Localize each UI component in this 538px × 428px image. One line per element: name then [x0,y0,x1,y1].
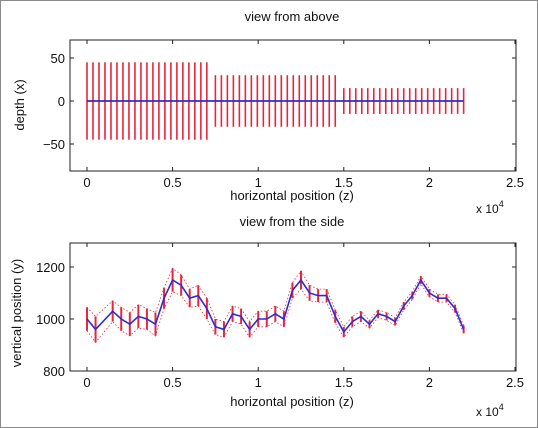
chart-bottom-xtick-label: 0.5 [164,375,182,390]
chart-bottom-xtick-label: 1 [255,375,262,390]
chart-top-xtick-label: 2 [426,175,433,190]
chart-bottom-title: view from the side [240,214,345,229]
chart-bottom-x-exponent: x 104 [476,402,504,419]
chart-top-xtick-label: 0.5 [164,175,182,190]
chart-top-x-exponent-base: x 10 [476,202,499,216]
chart-bottom-series [86,278,465,334]
chart-bottom-x-exponent-base: x 10 [476,405,499,419]
chart-top-ylabel: depth (x) [12,79,27,130]
chart-bottom-xtick-label: 2 [426,375,433,390]
chart-top-xtick-label: 2.5 [506,175,524,190]
chart-bottom-ticks: 0 0.5 1 1.5 2 2.5 1200 1000 800 [36,243,524,390]
chart-bottom-axes [69,242,517,372]
chart-bottom-ytick-label: 1200 [36,260,65,275]
chart-bottom-xtick-label: 2.5 [506,375,524,390]
chart-top-axes [69,39,517,172]
chart-bottom: view from the side horizontal position (… [9,214,524,419]
chart-top-x-exponent: x 104 [476,199,504,216]
chart-bottom-series-line [86,278,465,334]
chart-top: view from above horizontal position (z) … [12,9,524,216]
chart-bottom-errorbars [86,267,465,344]
chart-bottom-ytick-label: 1000 [36,312,65,327]
chart-bottom-x-exponent-power: 4 [499,402,504,412]
chart-top-x-exponent-power: 4 [499,199,504,209]
chart-top-xtick-label: 1.5 [335,175,353,190]
chart-top-ytick-label: 50 [51,51,65,66]
chart-bottom-upper-envelope [86,267,465,328]
chart-top-ticks: 0 0.5 1 1.5 2 2.5 50 0 −50 [43,40,524,190]
chart-top-xlabel: horizontal position (z) [230,188,354,203]
chart-top-ytick-label: −50 [43,137,65,152]
chart-bottom-ylabel: vertical position (y) [9,259,24,367]
chart-top-xtick-label: 1 [255,175,262,190]
chart-top-ytick-label: 0 [58,94,65,109]
chart-bottom-xtick-label: 1.5 [335,375,353,390]
chart-top-xtick-label: 0 [83,175,90,190]
chart-bottom-ytick-label: 800 [43,364,65,379]
chart-bottom-xlabel: horizontal position (z) [230,394,354,409]
chart-bottom-xtick-label: 0 [83,375,90,390]
chart-top-title: view from above [245,9,340,24]
